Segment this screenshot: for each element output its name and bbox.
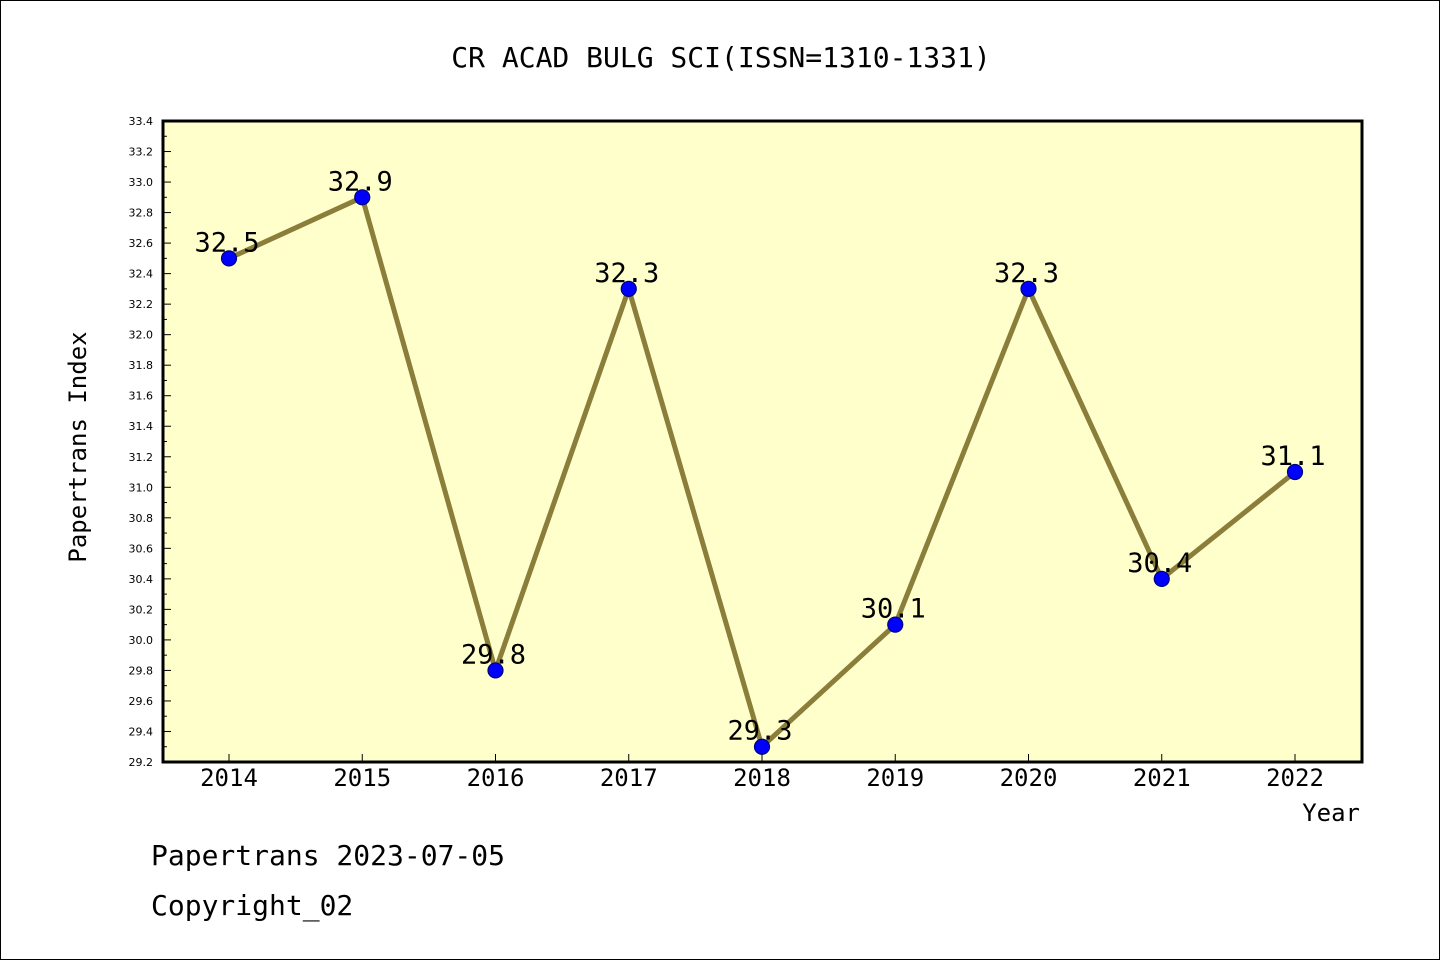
y-axis-title: Papertrans Index bbox=[64, 331, 92, 562]
x-axis: 2014 2015 2016 2017 2018 2019 2020 2021 2022 bbox=[200, 754, 1324, 792]
data-labels: 32.5 32.9 29.8 32.3 29.3 30.1 32.3 30.4 31.1 bbox=[194, 166, 1325, 746]
y-tick-label: 30.8 bbox=[129, 512, 154, 525]
data-label: 29.8 bbox=[461, 639, 526, 670]
plot-area bbox=[163, 121, 1362, 762]
y-tick-label: 33.0 bbox=[129, 176, 154, 189]
y-tick-label: 29.2 bbox=[129, 756, 154, 769]
data-label: 31.1 bbox=[1260, 441, 1325, 472]
data-point-marker bbox=[1153, 570, 1170, 587]
data-label: 32.3 bbox=[994, 258, 1059, 289]
x-tick-label: 2014 bbox=[200, 764, 258, 792]
y-tick-label: 29.6 bbox=[129, 695, 154, 708]
data-point-marker bbox=[220, 250, 238, 267]
x-tick-label: 2017 bbox=[600, 764, 658, 792]
data-point-marker bbox=[1020, 280, 1037, 297]
y-tick-label: 30.2 bbox=[129, 603, 154, 616]
data-point-marker bbox=[887, 616, 904, 633]
data-label: 32.5 bbox=[194, 227, 259, 258]
y-tick-label: 33.2 bbox=[129, 146, 154, 159]
x-tick-label: 2022 bbox=[1266, 764, 1324, 792]
y-tick-label: 30.6 bbox=[129, 542, 154, 555]
plot-frame bbox=[161, 119, 1364, 764]
y-tick-label: 33.4 bbox=[129, 115, 154, 128]
data-point-marker bbox=[620, 280, 637, 297]
data-point-marker bbox=[1286, 463, 1304, 481]
y-tick-label: 32.4 bbox=[129, 268, 154, 281]
x-tick-label: 2019 bbox=[866, 764, 924, 792]
data-label: 30.4 bbox=[1127, 548, 1192, 579]
x-tick-label: 2021 bbox=[1133, 764, 1191, 792]
y-tick-label: 31.8 bbox=[129, 359, 154, 372]
data-label: 30.1 bbox=[861, 594, 926, 625]
y-tick-label: 31.2 bbox=[129, 451, 154, 464]
y-axis: 29.2 29.4 29.6 29.8 30.0 30.2 30.4 30.6 30.8 31.0… bbox=[129, 115, 171, 769]
y-tick-label: 30.4 bbox=[129, 573, 154, 586]
data-label: 32.3 bbox=[594, 258, 659, 289]
y-tick-label: 32.8 bbox=[129, 207, 154, 220]
footer-date-text: Papertrans 2023-07-05 bbox=[151, 839, 505, 872]
x-tick-label: 2020 bbox=[1000, 764, 1058, 792]
y-tick-label: 29.4 bbox=[129, 725, 154, 738]
y-tick-label: 30.0 bbox=[129, 634, 154, 647]
data-point-marker bbox=[487, 662, 504, 679]
y-tick-label: 29.8 bbox=[129, 664, 154, 677]
data-label: 29.3 bbox=[727, 716, 792, 747]
y-tick-label: 32.6 bbox=[129, 237, 154, 250]
y-tick-label: 31.6 bbox=[129, 390, 154, 403]
x-tick-label: 2016 bbox=[467, 764, 525, 792]
data-point-marker bbox=[354, 189, 371, 206]
x-tick-label: 2015 bbox=[333, 764, 391, 792]
x-axis-title: Year bbox=[1302, 799, 1360, 827]
y-tick-label: 31.0 bbox=[129, 481, 154, 494]
y-tick-label: 32.0 bbox=[129, 329, 154, 342]
x-tick-label: 2018 bbox=[733, 764, 791, 792]
chart-title: CR ACAD BULG SCI(ISSN=1310-1331) bbox=[451, 41, 990, 74]
data-label: 32.9 bbox=[328, 166, 393, 197]
footer-copyright-text: Copyright_02 bbox=[151, 889, 353, 923]
y-tick-label: 31.4 bbox=[129, 420, 154, 433]
series-layer bbox=[220, 189, 1304, 755]
y-tick-label: 32.2 bbox=[129, 298, 154, 311]
